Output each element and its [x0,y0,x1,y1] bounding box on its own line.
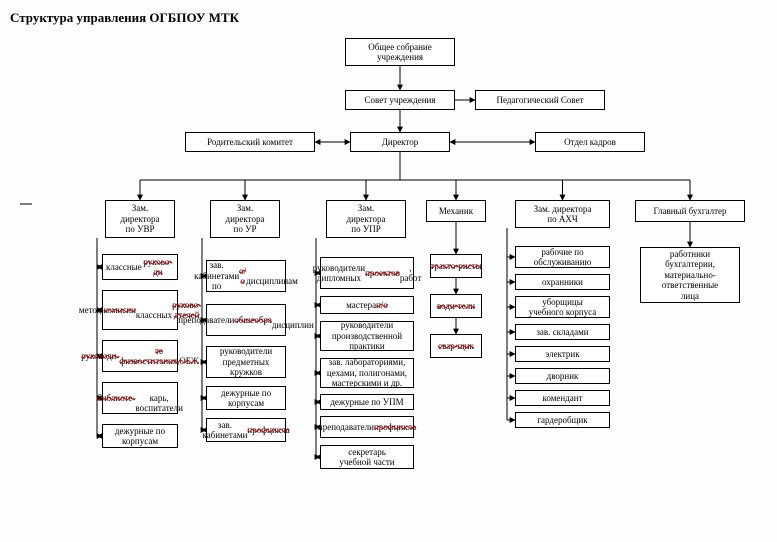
node-d4: зав. лабораториями,цехами, полигонами,ма… [320,358,414,388]
node-b2: преподавателиобшеобрадисциплин [206,304,286,336]
node-e1: тракто-ристы [430,254,482,278]
org-chart-canvas: Общее собраниеучреждения Совет учреждения… [10,32,767,532]
node-c5: Зам. директорапо АХЧ [515,200,610,228]
node-e3: свар-щик [430,334,482,358]
node-f1: рабочие пообслуживанию [515,246,610,268]
node-b1: зав. кабинетамипо о/одисциплинам [206,260,286,292]
node-n5: Директор [350,132,450,152]
node-n4: Родительский комитет [185,132,315,152]
node-b3: руководителипредметныхкружков [206,346,286,378]
node-f2: охранники [515,274,610,290]
node-c2: Зам.директорапо УР [210,200,280,238]
node-b4: дежурные покорпусам [206,386,286,410]
node-d6: преподавателипрофцикла [320,416,414,438]
node-d7: секретарьучебной части [320,445,414,469]
node-n6: Отдел кадров [535,132,645,152]
node-n2: Совет учреждения [345,90,455,110]
node-a4: библиоте-карь,воспитатели [102,382,178,414]
node-e2: води-тели [430,294,482,318]
node-b5: зав. кабинетамипрофцикла [206,418,286,442]
node-a2: метод.комисииклассныхруково-дтелей [102,290,178,330]
node-f8: гардеробщик [515,412,610,428]
node-f4: зав. складами [515,324,610,340]
node-f3: уборщицыучебного корпуса [515,296,610,318]
node-c4: Механик [426,200,486,222]
node-f5: электрик [515,346,610,362]
node-n3: Педагогический Совет [475,90,605,110]
node-a1: классныерукоьо-ди [102,254,178,280]
node-a5: дежурные покорпусам [102,424,178,448]
page-title: Структура управления ОГБПОУ МТК [10,10,767,26]
node-n1: Общее собраниеучреждения [345,38,455,66]
node-d2: мастера п/о [320,296,414,314]
node-f7: комендант [515,390,610,406]
node-d5: дежурные по УПМ [320,394,414,410]
node-f6: дворник [515,368,610,384]
node-c6: Главный бухгалтер [635,200,745,222]
node-d3: руководителипроизводственнойпрактики [320,321,414,351]
node-g1: работникибухгалтерии,материально-ответст… [640,247,740,303]
node-d1: руководителидипломныхпроектов, работ [320,257,414,289]
node-c1: Зам.директорапо УВР [105,200,175,238]
node-a3: руководи-те физвоститания,ОБЖ [102,340,178,372]
node-c3: Зам.директорапо УПР [326,200,406,238]
